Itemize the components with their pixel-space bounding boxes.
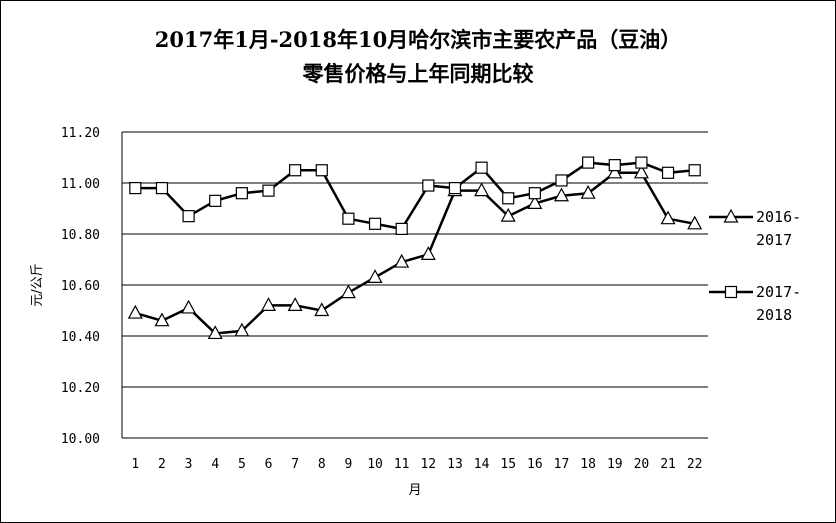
data-point-1 <box>553 187 570 202</box>
x-tick-label: 14 <box>474 457 490 472</box>
data-point-1 <box>181 299 197 314</box>
x-tick-label: 8 <box>318 457 326 472</box>
y-axis-label: 元/公斤 <box>30 263 45 306</box>
chart-title-line-1: 2017年1月-2018年10月哈尔滨市主要农产品（豆油） <box>154 27 682 52</box>
data-point-1 <box>607 164 623 179</box>
data-point-1 <box>394 253 410 268</box>
legend-label-1: 2016- <box>756 208 801 226</box>
data-point-1 <box>580 184 596 199</box>
legend-label-2: 2018 <box>756 306 792 324</box>
data-point-2 <box>315 164 328 177</box>
y-tick-label: 10.60 <box>61 279 100 294</box>
chart-title: 2017年1月-2018年10月哈尔滨市主要农产品（豆油） 零售价格与上年同期比… <box>1 23 835 91</box>
data-point-2 <box>155 182 169 195</box>
x-tick-label: 5 <box>238 457 246 472</box>
x-tick-label: 12 <box>420 457 436 472</box>
data-point-1 <box>154 312 170 327</box>
data-point-1 <box>314 302 330 317</box>
data-point-2 <box>448 182 462 195</box>
x-axis-label: 月 <box>408 483 421 498</box>
data-point-2 <box>555 174 568 187</box>
data-point-1 <box>207 325 223 340</box>
x-tick-label: 16 <box>527 457 543 472</box>
data-point-2 <box>182 210 195 223</box>
data-point-1 <box>127 304 143 319</box>
data-point-1 <box>500 207 516 222</box>
data-point-2 <box>422 179 435 192</box>
x-tick-label: 22 <box>687 457 703 472</box>
data-point-1 <box>527 195 543 209</box>
data-point-2 <box>395 222 408 235</box>
x-tick-label: 7 <box>291 457 299 472</box>
data-point-2 <box>129 182 142 195</box>
data-point-2 <box>502 192 515 205</box>
y-tick-label: 10.20 <box>61 381 100 396</box>
data-point-2 <box>608 159 621 172</box>
data-point-2 <box>661 166 675 179</box>
x-tick-label: 6 <box>265 457 273 472</box>
data-point-2 <box>262 184 275 197</box>
data-point-2 <box>582 156 595 169</box>
data-point-1 <box>340 284 356 299</box>
y-tick-label: 11.20 <box>61 126 100 141</box>
data-point-2 <box>688 164 701 177</box>
data-point-1 <box>234 322 250 337</box>
data-point-1 <box>287 297 303 311</box>
y-tick-label: 10.80 <box>61 228 100 243</box>
series-line-1 <box>134 171 695 335</box>
legend-label-1: 2017 <box>756 231 792 249</box>
chart-title-line-2: 零售价格与上年同期比较 <box>302 61 534 86</box>
data-point-1 <box>260 297 277 311</box>
data-point-1 <box>633 164 649 179</box>
data-point-2 <box>475 161 488 174</box>
data-point-2 <box>209 194 222 207</box>
x-tick-label: 20 <box>634 457 650 472</box>
x-tick-label: 17 <box>554 457 570 472</box>
x-tick-label: 13 <box>447 457 463 472</box>
legend-marker-1 <box>723 208 739 223</box>
data-point-1 <box>420 246 436 260</box>
data-point-1 <box>660 210 676 225</box>
x-tick-label: 10 <box>367 457 383 472</box>
series-line-2 <box>135 161 695 231</box>
x-tick-label: 15 <box>500 457 516 472</box>
data-point-1 <box>474 182 490 197</box>
legend-marker-2 <box>724 285 738 299</box>
x-tick-label: 21 <box>660 457 676 472</box>
data-point-1 <box>687 215 703 230</box>
x-tick-label: 18 <box>580 457 596 472</box>
data-point-2 <box>289 164 302 177</box>
x-tick-label: 19 <box>607 457 623 472</box>
legend-label-2: 2017- <box>756 283 801 301</box>
x-tick-label: 11 <box>394 457 410 472</box>
data-point-2 <box>635 156 648 169</box>
data-point-1 <box>367 269 383 283</box>
data-point-2 <box>342 212 355 225</box>
x-tick-label: 4 <box>211 457 219 472</box>
data-point-2 <box>235 187 248 200</box>
x-tick-label: 2 <box>158 457 166 472</box>
x-tick-label: 9 <box>344 457 352 472</box>
data-point-2 <box>528 187 541 200</box>
x-tick-label: 3 <box>185 457 193 472</box>
x-tick-label: 1 <box>131 457 139 472</box>
y-tick-label: 10.40 <box>61 330 100 345</box>
y-tick-label: 11.00 <box>61 177 100 192</box>
data-point-2 <box>368 217 382 230</box>
y-tick-label: 10.00 <box>61 432 100 447</box>
